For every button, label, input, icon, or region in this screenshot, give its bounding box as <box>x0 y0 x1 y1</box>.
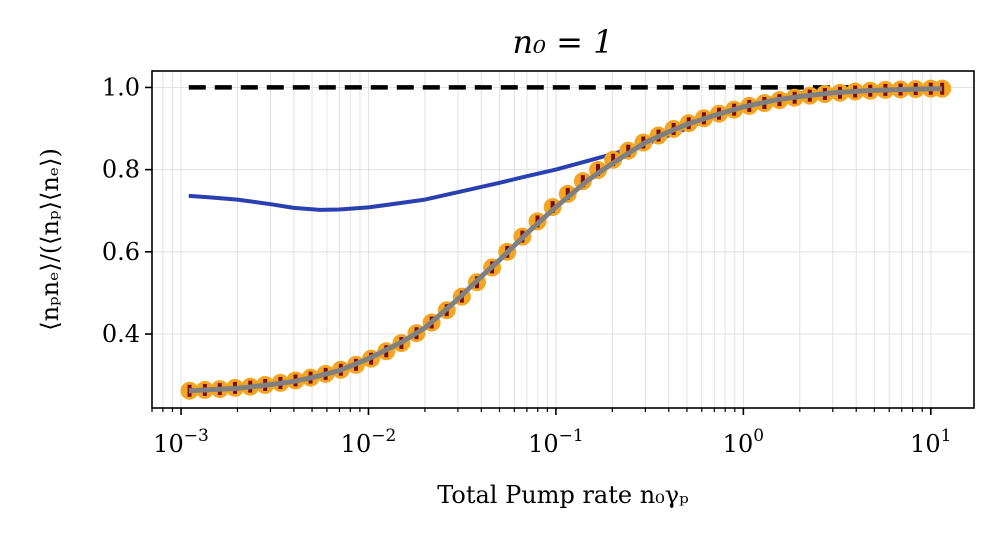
x-tick-label: 101 <box>910 426 951 458</box>
x-tick-label-exponent: −2 <box>371 426 396 446</box>
series-markers <box>180 79 952 400</box>
series-layer <box>180 79 952 400</box>
plot-frame <box>151 70 975 409</box>
chart-title: n₀ = 1 <box>513 23 614 61</box>
x-tick-label: 10−3 <box>153 426 209 458</box>
y-tick-label: 0.8 <box>102 156 140 184</box>
x-tick-label-base: 10 <box>528 430 559 458</box>
x-tick-label: 10−1 <box>528 426 584 458</box>
x-tick-label-base: 10 <box>153 430 184 458</box>
x-tick-label-exponent: 1 <box>941 426 952 446</box>
x-tick-label-base: 10 <box>341 430 372 458</box>
ticks: 0.40.60.81.010−3 10−2 10−1 100 101 <box>102 73 952 458</box>
y-tick-label: 0.6 <box>102 238 140 266</box>
grid <box>151 71 974 408</box>
x-tick-label-exponent: 0 <box>753 426 764 446</box>
x-tick-label-base: 10 <box>910 430 941 458</box>
x-tick-label-exponent: −1 <box>559 426 584 446</box>
x-tick-label-exponent: −3 <box>184 426 209 446</box>
y-axis-label: ⟨nₚnₑ⟩/(⟨nₚ⟩⟨nₑ⟩) <box>36 148 64 331</box>
x-axis-label: Total Pump rate n₀γₚ <box>437 481 688 509</box>
x-tick-label-base: 10 <box>723 430 754 458</box>
x-tick-label: 100 <box>723 426 764 458</box>
x-tick-label: 10−2 <box>341 426 397 458</box>
y-tick-label: 0.4 <box>102 320 140 348</box>
y-tick-label: 1.0 <box>102 73 140 101</box>
series-line <box>188 86 943 394</box>
